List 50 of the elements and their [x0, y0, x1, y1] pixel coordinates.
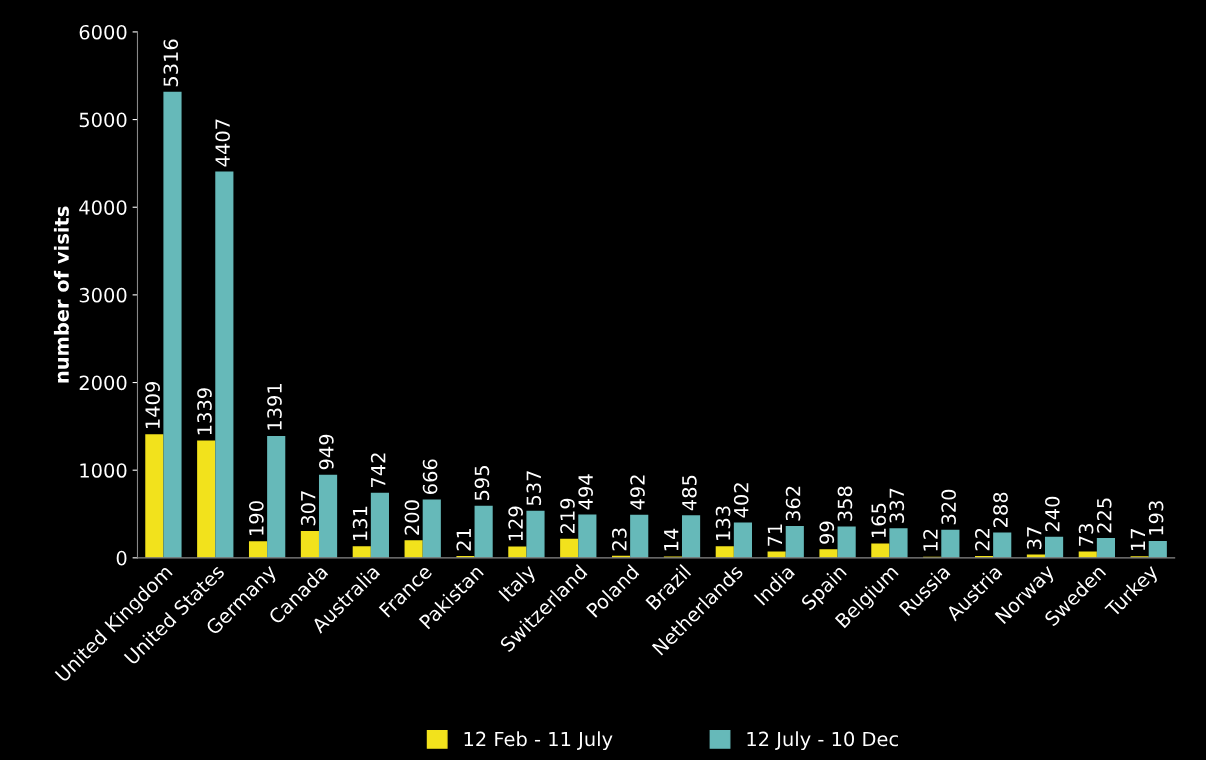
data-label: 1409	[145, 382, 160, 429]
data-label: 949	[319, 434, 334, 470]
data-label: 37	[1026, 527, 1042, 549]
y-tick-label: 1000	[80, 463, 127, 478]
y-tick-label: 0	[116, 550, 127, 566]
data-label: 492	[630, 475, 645, 510]
data-label: 71	[767, 524, 782, 546]
data-label: 1391	[267, 384, 282, 430]
data-label: 4407	[215, 119, 230, 167]
y-tick-label: 4000	[79, 200, 127, 215]
data-label: 537	[526, 471, 542, 506]
data-label: 73	[1078, 524, 1094, 546]
data-label: 5316	[163, 39, 179, 87]
data-label: 12	[923, 529, 938, 551]
data-label: 129	[508, 506, 523, 541]
data-label: 200	[404, 500, 420, 535]
data-label: 219	[560, 498, 575, 534]
data-label: 133	[715, 506, 731, 540]
data-label: 288	[993, 492, 1008, 527]
data-label: 362	[785, 486, 801, 521]
legend-label: 12 July - 10 Dec	[747, 731, 898, 751]
data-label: 165	[871, 503, 886, 538]
y-tick-label: 2000	[79, 375, 127, 391]
data-label: 307	[300, 491, 316, 526]
y-tick-label: 5000	[79, 112, 127, 128]
data-label: 666	[422, 459, 438, 494]
data-label: 485	[682, 475, 697, 511]
y-axis-title: number of visits	[53, 206, 69, 383]
data-label: 1339	[197, 388, 212, 435]
data-label: 23	[611, 528, 627, 551]
data-label: 14	[664, 528, 679, 551]
data-label: 22	[975, 528, 990, 551]
data-label: 225	[1096, 498, 1112, 533]
legend-label: 12 Feb - 11 July	[464, 731, 613, 751]
data-label: 494	[578, 474, 593, 510]
data-label: 320	[941, 489, 956, 525]
data-label: 742	[370, 453, 386, 488]
data-label: 358	[837, 486, 853, 521]
data-label: 337	[889, 488, 905, 523]
data-label: 190	[248, 501, 264, 535]
data-label: 99	[819, 521, 835, 544]
data-label: 402	[733, 483, 749, 518]
data-label: 240	[1045, 496, 1060, 532]
data-label: 17	[1130, 529, 1146, 551]
data-label: 131	[352, 506, 368, 541]
data-label: 193	[1148, 501, 1164, 535]
y-tick-label: 6000	[79, 24, 127, 40]
y-tick-label: 3000	[79, 287, 127, 303]
data-label: 595	[474, 466, 490, 501]
data-label: 21	[456, 528, 471, 551]
